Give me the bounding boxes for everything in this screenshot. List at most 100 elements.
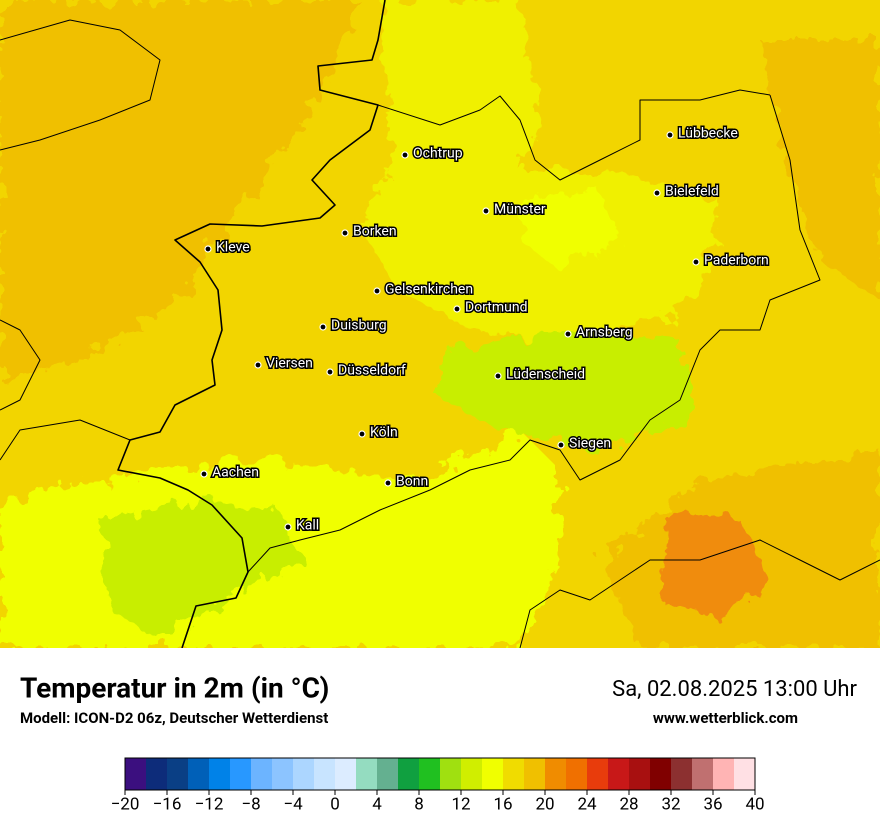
city-marker — [482, 207, 490, 215]
city-marker — [666, 131, 674, 139]
colorbar-tick-label: 32 — [661, 794, 680, 814]
colorbar-segment — [377, 758, 399, 790]
hot-area — [660, 510, 770, 620]
city-label: Aachen — [212, 465, 259, 481]
colorbar-tick-label: −12 — [195, 794, 224, 814]
colorbar-segment — [608, 758, 630, 790]
city-label: Lüdenscheid — [506, 367, 585, 383]
colorbar-segment — [356, 758, 378, 790]
colorbar-segment — [251, 758, 273, 790]
website: www.wetterblick.com — [653, 709, 798, 727]
city-marker — [326, 368, 334, 376]
city-marker — [384, 479, 392, 487]
city-marker — [204, 245, 212, 253]
colorbar-segment — [146, 758, 168, 790]
colorbar-segment — [398, 758, 420, 790]
colorbar-segment — [314, 758, 336, 790]
city-label: Borken — [353, 224, 397, 240]
country-border — [0, 319, 41, 411]
state-border — [247, 94, 821, 573]
city-label: Siegen — [569, 436, 611, 452]
city-marker — [284, 523, 292, 531]
colorbar-tick-label: 24 — [577, 794, 597, 814]
city-label: Düsseldorf — [338, 363, 406, 379]
datetime: Sa, 02.08.2025 13:00 Uhr — [612, 677, 857, 702]
colorbar-tick-label: 0 — [330, 794, 340, 814]
city-marker — [564, 330, 572, 338]
cool-area — [440, 330, 690, 450]
colorbar-tick-label: 8 — [414, 794, 424, 814]
colorbar-segment — [293, 758, 315, 790]
city-marker — [341, 229, 349, 237]
colorbar-segment — [650, 758, 672, 790]
colorbar-segment — [692, 758, 714, 790]
cool-area — [100, 500, 300, 640]
warm-area — [760, 40, 880, 300]
colorbar-segment — [167, 758, 189, 790]
colorbar-tick-label: 16 — [493, 794, 512, 814]
colorbar-tick-label: −20 — [111, 794, 140, 814]
city-marker — [653, 189, 661, 197]
colorbar-segment — [188, 758, 210, 790]
city-marker — [494, 372, 502, 380]
city-marker — [319, 323, 327, 331]
city-label: Kall — [296, 518, 319, 534]
mild-area — [520, 190, 620, 270]
colorbar-frame — [124, 757, 756, 791]
city-marker — [373, 287, 381, 295]
city-label: Bielefeld — [665, 184, 719, 200]
colorbar-segment — [524, 758, 546, 790]
city-label: Kleve — [216, 240, 250, 256]
city-label: Duisburg — [331, 318, 387, 334]
colorbar-segment — [734, 758, 756, 790]
colorbar-tick-label: 40 — [745, 794, 764, 814]
city-label: Münster — [494, 202, 546, 218]
colorbar-segment — [671, 758, 693, 790]
colorbar-segment — [230, 758, 252, 790]
city-label: Paderborn — [704, 253, 769, 269]
city-marker — [401, 151, 409, 159]
colorbar-tick-label: 36 — [703, 794, 722, 814]
colorbar: −20 −16 −12 −8 −4 0 4 8 12 16 20 24 28 32 36 40 — [111, 757, 765, 814]
city-marker — [557, 441, 565, 449]
state-border — [377, 89, 771, 181]
warm-area — [0, 0, 360, 380]
country-border — [0, 419, 131, 461]
city-label: Arnsberg — [576, 325, 633, 341]
region-border — [0, 19, 161, 151]
colorbar-segment — [419, 758, 441, 790]
city-label: Köln — [370, 425, 398, 441]
map: Lübbecke Ochtrup Bielefeld Münster Borken Kle… — [0, 0, 880, 648]
city-marker — [453, 305, 461, 313]
colorbar-tick-label: −8 — [241, 794, 260, 814]
city-label: Viersen — [266, 356, 313, 372]
colorbar-segment — [125, 758, 147, 790]
colorbar-segment — [335, 758, 357, 790]
colorbar-segment — [272, 758, 294, 790]
cities: Lübbecke Ochtrup Bielefeld Münster Borken Kle… — [200, 124, 770, 535]
colorbar-segment — [545, 758, 567, 790]
city-marker — [200, 470, 208, 478]
title: Temperatur in 2m (in °C) — [20, 671, 329, 704]
colorbar-segment — [461, 758, 483, 790]
colorbar-tick-label: −4 — [283, 794, 303, 814]
colorbar-segment — [440, 758, 462, 790]
temperature-field — [0, 0, 880, 648]
colorbar-segment — [566, 758, 588, 790]
city-label: Ochtrup — [413, 146, 463, 162]
colorbar-tick-label: 28 — [619, 794, 638, 814]
colorbar-tick-label: 4 — [372, 794, 382, 814]
state-border — [519, 539, 880, 648]
colorbar-tick-label: −16 — [153, 794, 182, 814]
subtitle: Modell: ICON-D2 06z, Deutscher Wetterdie… — [20, 709, 328, 727]
city-marker — [254, 361, 262, 369]
colorbar-segment — [713, 758, 735, 790]
colorbar-segment — [629, 758, 651, 790]
colorbar-segment — [503, 758, 525, 790]
colorbar-segment — [587, 758, 609, 790]
colorbar-segment — [482, 758, 504, 790]
city-marker — [358, 430, 366, 438]
mild-area — [360, 0, 720, 340]
